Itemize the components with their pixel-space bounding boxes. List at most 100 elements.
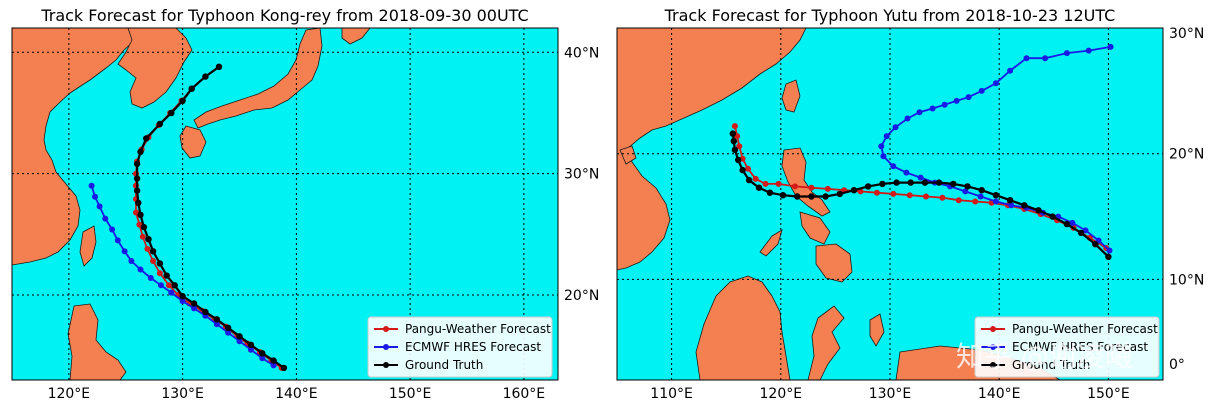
legend: Pangu-Weather Forecast ECMWF HRES Foreca…	[974, 316, 1160, 378]
track-point	[121, 248, 128, 255]
legend-box	[974, 316, 1160, 378]
track-point	[907, 179, 914, 186]
track-point	[149, 248, 157, 255]
track-point	[794, 193, 801, 200]
land-palawan	[759, 229, 783, 257]
track-point	[962, 188, 969, 195]
map-panel-kong-rey: Track Forecast for Typhoon Kong-rey from…	[11, 6, 599, 402]
track-point	[808, 184, 815, 191]
track-point	[755, 184, 763, 191]
track-point	[978, 87, 985, 94]
track-point	[143, 135, 150, 142]
track-point	[270, 362, 277, 369]
track-point	[1077, 229, 1085, 237]
track-point	[950, 180, 957, 188]
track-point	[190, 300, 198, 307]
track-point	[225, 329, 232, 336]
track-point	[739, 166, 746, 174]
track-point	[836, 190, 843, 198]
track-point	[850, 187, 858, 194]
track-point	[752, 175, 759, 182]
track-point	[792, 183, 798, 190]
y-tick-label: 30°N	[1169, 26, 1204, 42]
track-point	[280, 364, 288, 372]
track-point	[158, 282, 164, 289]
track-point	[140, 223, 148, 231]
track-point	[202, 308, 209, 316]
track-point	[965, 94, 972, 101]
track-point	[992, 80, 999, 87]
track-point	[247, 341, 255, 348]
track-point	[929, 105, 936, 112]
legend-label: ECMWF HRES Forecast	[405, 340, 541, 354]
axis-ticks: 110°E 120°E 130°E 140°E 150°E 0° 10°N 20°N 30°N	[650, 26, 1204, 402]
track-point	[762, 180, 769, 187]
track-point	[1063, 50, 1070, 57]
track-point	[102, 215, 109, 222]
track-point	[1106, 247, 1113, 254]
track-point	[1023, 55, 1030, 62]
track-point	[1092, 241, 1099, 248]
track-point	[916, 109, 923, 116]
track-point	[191, 305, 197, 312]
track-point	[730, 137, 737, 145]
track-point	[879, 180, 886, 188]
track-point	[992, 192, 1000, 199]
track-point	[96, 203, 103, 210]
track-point	[775, 180, 782, 187]
track-point	[156, 270, 163, 277]
track-point	[779, 192, 787, 199]
track-point	[133, 160, 141, 168]
track-point	[137, 148, 144, 155]
track-point	[953, 97, 960, 104]
x-tick-label: 160°E	[503, 386, 546, 402]
track-point	[890, 190, 897, 197]
track-point	[270, 357, 277, 364]
track-point	[133, 187, 141, 194]
track-point	[137, 211, 144, 219]
track-point	[1063, 220, 1071, 228]
track-point	[883, 133, 890, 140]
track-point	[1069, 219, 1076, 226]
track-line	[734, 125, 1107, 249]
track-point	[114, 237, 121, 244]
track-point	[168, 289, 175, 296]
y-tick-label: 20°N	[564, 288, 599, 304]
land-borneo	[695, 275, 791, 380]
land-korea	[117, 28, 193, 109]
track-point	[873, 189, 880, 196]
track-series	[133, 63, 288, 372]
track-point	[150, 258, 157, 264]
track-point	[935, 179, 943, 186]
track-point	[878, 143, 885, 150]
track-point	[955, 197, 962, 204]
chart-title: Track Forecast for Typhoon Kong-rey from…	[40, 6, 528, 25]
land-sulawesi	[807, 305, 845, 380]
land-areas	[12, 28, 371, 380]
track-point	[964, 183, 971, 190]
land-mindanao	[815, 243, 853, 283]
track-line	[880, 46, 1111, 252]
track-point	[144, 245, 151, 252]
track-point	[865, 183, 872, 190]
track-point	[213, 321, 220, 328]
map-frame	[11, 27, 559, 381]
track-point	[921, 179, 929, 186]
track-point	[171, 282, 178, 289]
map-panel-yutu: Track Forecast for Typhoon Yutu from 201…	[616, 6, 1204, 402]
track-point	[766, 189, 774, 196]
track-point	[822, 193, 829, 200]
x-tick-label: 150°E	[1087, 386, 1130, 402]
x-tick-label: 130°E	[869, 386, 912, 402]
graticule	[12, 28, 558, 380]
track-series	[878, 43, 1114, 254]
track-point	[179, 293, 186, 300]
track-point	[202, 73, 209, 80]
land-taiwan	[79, 225, 97, 267]
track-point	[145, 236, 152, 243]
land-luzon	[781, 147, 831, 217]
typhoon-tracks	[88, 63, 288, 372]
track-point	[224, 324, 232, 331]
track-point	[745, 165, 751, 172]
legend-label: Ground Truth	[405, 358, 483, 372]
